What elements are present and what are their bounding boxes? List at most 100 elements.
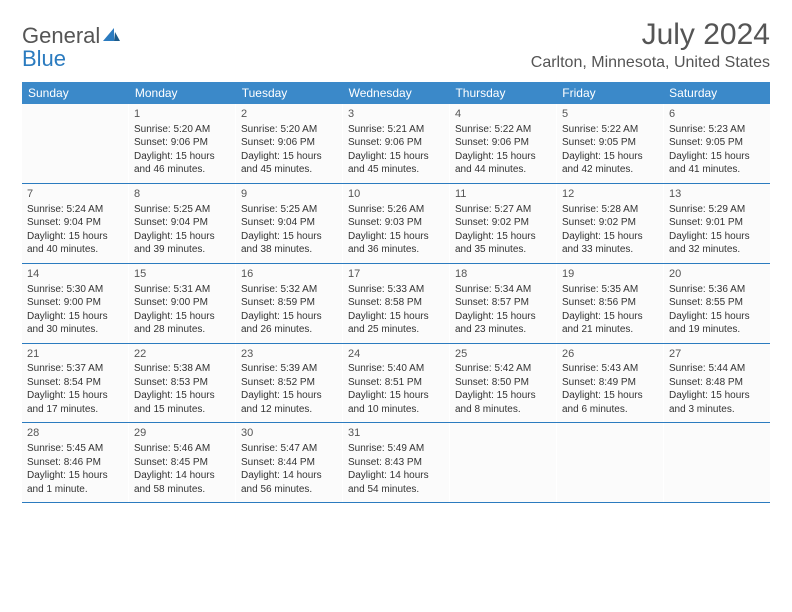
day-number: 27 bbox=[669, 347, 765, 362]
daylight-text: Daylight: 15 hours and 33 minutes. bbox=[562, 230, 658, 257]
sunset-text: Sunset: 9:04 PM bbox=[134, 216, 230, 230]
weekday-friday: Friday bbox=[556, 82, 663, 104]
day-cell: 21Sunrise: 5:37 AMSunset: 8:54 PMDayligh… bbox=[22, 344, 129, 423]
sunset-text: Sunset: 9:04 PM bbox=[27, 216, 123, 230]
sunset-text: Sunset: 8:46 PM bbox=[27, 456, 123, 470]
daylight-text: Daylight: 15 hours and 25 minutes. bbox=[348, 310, 444, 337]
sunrise-text: Sunrise: 5:36 AM bbox=[669, 283, 765, 297]
sunrise-text: Sunrise: 5:49 AM bbox=[348, 442, 444, 456]
sunrise-text: Sunrise: 5:38 AM bbox=[134, 362, 230, 376]
weekday-header-row: SundayMondayTuesdayWednesdayThursdayFrid… bbox=[22, 82, 770, 104]
daylight-text: Daylight: 15 hours and 15 minutes. bbox=[134, 389, 230, 416]
weekday-thursday: Thursday bbox=[449, 82, 556, 104]
day-cell: 8Sunrise: 5:25 AMSunset: 9:04 PMDaylight… bbox=[129, 184, 236, 263]
daylight-text: Daylight: 15 hours and 8 minutes. bbox=[455, 389, 551, 416]
week-row: 28Sunrise: 5:45 AMSunset: 8:46 PMDayligh… bbox=[22, 423, 770, 503]
day-number: 15 bbox=[134, 267, 230, 282]
sunrise-text: Sunrise: 5:30 AM bbox=[27, 283, 123, 297]
sunrise-text: Sunrise: 5:43 AM bbox=[562, 362, 658, 376]
weekday-wednesday: Wednesday bbox=[343, 82, 450, 104]
sunrise-text: Sunrise: 5:31 AM bbox=[134, 283, 230, 297]
sunset-text: Sunset: 9:02 PM bbox=[562, 216, 658, 230]
day-number: 18 bbox=[455, 267, 551, 282]
day-cell: 29Sunrise: 5:46 AMSunset: 8:45 PMDayligh… bbox=[129, 423, 236, 502]
daylight-text: Daylight: 15 hours and 44 minutes. bbox=[455, 150, 551, 177]
day-cell: 7Sunrise: 5:24 AMSunset: 9:04 PMDaylight… bbox=[22, 184, 129, 263]
day-number: 21 bbox=[27, 347, 123, 362]
sunrise-text: Sunrise: 5:23 AM bbox=[669, 123, 765, 137]
sunset-text: Sunset: 8:43 PM bbox=[348, 456, 444, 470]
daylight-text: Daylight: 15 hours and 26 minutes. bbox=[241, 310, 337, 337]
day-cell-empty bbox=[557, 423, 664, 502]
day-cell: 27Sunrise: 5:44 AMSunset: 8:48 PMDayligh… bbox=[664, 344, 770, 423]
sunrise-text: Sunrise: 5:33 AM bbox=[348, 283, 444, 297]
title-block: July 2024 Carlton, Minnesota, United Sta… bbox=[531, 18, 770, 72]
day-number: 23 bbox=[241, 347, 337, 362]
day-number: 1 bbox=[134, 107, 230, 122]
day-number: 3 bbox=[348, 107, 444, 122]
daylight-text: Daylight: 15 hours and 40 minutes. bbox=[27, 230, 123, 257]
day-number: 11 bbox=[455, 187, 551, 202]
daylight-text: Daylight: 15 hours and 6 minutes. bbox=[562, 389, 658, 416]
sunset-text: Sunset: 9:01 PM bbox=[669, 216, 765, 230]
sunset-text: Sunset: 9:05 PM bbox=[562, 136, 658, 150]
daylight-text: Daylight: 15 hours and 19 minutes. bbox=[669, 310, 765, 337]
sunrise-text: Sunrise: 5:44 AM bbox=[669, 362, 765, 376]
day-cell: 10Sunrise: 5:26 AMSunset: 9:03 PMDayligh… bbox=[343, 184, 450, 263]
daylight-text: Daylight: 15 hours and 12 minutes. bbox=[241, 389, 337, 416]
daylight-text: Daylight: 15 hours and 3 minutes. bbox=[669, 389, 765, 416]
day-number: 13 bbox=[669, 187, 765, 202]
sunrise-text: Sunrise: 5:21 AM bbox=[348, 123, 444, 137]
day-cell: 30Sunrise: 5:47 AMSunset: 8:44 PMDayligh… bbox=[236, 423, 343, 502]
sunset-text: Sunset: 9:03 PM bbox=[348, 216, 444, 230]
weekday-tuesday: Tuesday bbox=[236, 82, 343, 104]
sunrise-text: Sunrise: 5:45 AM bbox=[27, 442, 123, 456]
day-number: 22 bbox=[134, 347, 230, 362]
day-cell-empty bbox=[450, 423, 557, 502]
daylight-text: Daylight: 14 hours and 54 minutes. bbox=[348, 469, 444, 496]
daylight-text: Daylight: 15 hours and 46 minutes. bbox=[134, 150, 230, 177]
sunset-text: Sunset: 9:06 PM bbox=[455, 136, 551, 150]
weekday-saturday: Saturday bbox=[663, 82, 770, 104]
sunset-text: Sunset: 9:02 PM bbox=[455, 216, 551, 230]
day-cell: 19Sunrise: 5:35 AMSunset: 8:56 PMDayligh… bbox=[557, 264, 664, 343]
day-cell: 15Sunrise: 5:31 AMSunset: 9:00 PMDayligh… bbox=[129, 264, 236, 343]
day-cell: 31Sunrise: 5:49 AMSunset: 8:43 PMDayligh… bbox=[343, 423, 450, 502]
sunset-text: Sunset: 8:48 PM bbox=[669, 376, 765, 390]
sunset-text: Sunset: 8:49 PM bbox=[562, 376, 658, 390]
day-cell: 11Sunrise: 5:27 AMSunset: 9:02 PMDayligh… bbox=[450, 184, 557, 263]
daylight-text: Daylight: 15 hours and 35 minutes. bbox=[455, 230, 551, 257]
sunrise-text: Sunrise: 5:20 AM bbox=[241, 123, 337, 137]
day-number: 30 bbox=[241, 426, 337, 441]
day-cell: 14Sunrise: 5:30 AMSunset: 9:00 PMDayligh… bbox=[22, 264, 129, 343]
brand-part2: Blue bbox=[22, 46, 66, 71]
day-number: 9 bbox=[241, 187, 337, 202]
daylight-text: Daylight: 15 hours and 42 minutes. bbox=[562, 150, 658, 177]
daylight-text: Daylight: 15 hours and 23 minutes. bbox=[455, 310, 551, 337]
day-number: 17 bbox=[348, 267, 444, 282]
sunrise-text: Sunrise: 5:46 AM bbox=[134, 442, 230, 456]
sail-icon bbox=[102, 24, 122, 47]
day-cell: 6Sunrise: 5:23 AMSunset: 9:05 PMDaylight… bbox=[664, 104, 770, 183]
sunset-text: Sunset: 8:45 PM bbox=[134, 456, 230, 470]
sunset-text: Sunset: 8:58 PM bbox=[348, 296, 444, 310]
sunrise-text: Sunrise: 5:37 AM bbox=[27, 362, 123, 376]
day-number: 20 bbox=[669, 267, 765, 282]
daylight-text: Daylight: 15 hours and 28 minutes. bbox=[134, 310, 230, 337]
sunset-text: Sunset: 8:52 PM bbox=[241, 376, 337, 390]
day-cell: 23Sunrise: 5:39 AMSunset: 8:52 PMDayligh… bbox=[236, 344, 343, 423]
week-row: 1Sunrise: 5:20 AMSunset: 9:06 PMDaylight… bbox=[22, 104, 770, 184]
day-number: 4 bbox=[455, 107, 551, 122]
sunset-text: Sunset: 8:59 PM bbox=[241, 296, 337, 310]
day-cell: 18Sunrise: 5:34 AMSunset: 8:57 PMDayligh… bbox=[450, 264, 557, 343]
day-number: 6 bbox=[669, 107, 765, 122]
brand-logo: GeneralBlue bbox=[22, 18, 122, 70]
day-cell: 2Sunrise: 5:20 AMSunset: 9:06 PMDaylight… bbox=[236, 104, 343, 183]
day-cell: 16Sunrise: 5:32 AMSunset: 8:59 PMDayligh… bbox=[236, 264, 343, 343]
sunrise-text: Sunrise: 5:25 AM bbox=[134, 203, 230, 217]
daylight-text: Daylight: 15 hours and 36 minutes. bbox=[348, 230, 444, 257]
day-cell: 9Sunrise: 5:25 AMSunset: 9:04 PMDaylight… bbox=[236, 184, 343, 263]
day-cell: 5Sunrise: 5:22 AMSunset: 9:05 PMDaylight… bbox=[557, 104, 664, 183]
sunset-text: Sunset: 9:06 PM bbox=[134, 136, 230, 150]
sunset-text: Sunset: 8:53 PM bbox=[134, 376, 230, 390]
